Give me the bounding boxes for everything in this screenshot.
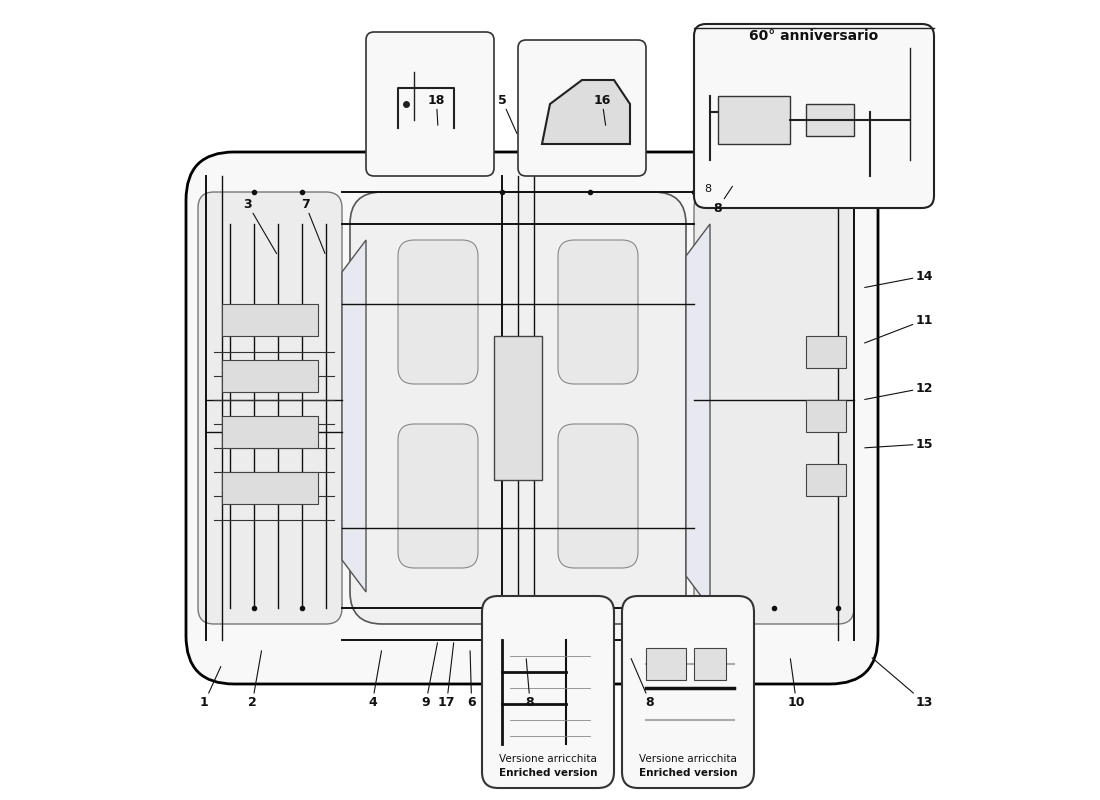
Text: 60° anniversario: 60° anniversario: [749, 29, 879, 43]
Text: 8: 8: [631, 658, 654, 709]
Text: 12: 12: [865, 382, 933, 399]
Polygon shape: [342, 240, 366, 592]
Text: Versione arricchita: Versione arricchita: [639, 754, 737, 763]
Bar: [806, 104, 854, 136]
Polygon shape: [542, 80, 630, 144]
Bar: [718, 96, 790, 144]
Text: 14: 14: [865, 270, 933, 287]
Text: 10: 10: [788, 658, 805, 709]
Bar: [222, 472, 318, 504]
Text: 16: 16: [593, 94, 611, 126]
Text: 17: 17: [438, 642, 455, 709]
FancyBboxPatch shape: [621, 596, 754, 788]
FancyBboxPatch shape: [186, 152, 878, 684]
Bar: [222, 304, 318, 336]
Text: 2: 2: [248, 650, 262, 709]
Text: 4: 4: [368, 650, 382, 709]
Bar: [806, 464, 846, 496]
FancyBboxPatch shape: [398, 424, 478, 568]
Text: Enriched version: Enriched version: [639, 768, 738, 778]
Text: 9: 9: [421, 642, 438, 709]
Text: 3: 3: [243, 198, 276, 254]
FancyBboxPatch shape: [366, 32, 494, 176]
Bar: [494, 336, 542, 480]
Text: 6: 6: [468, 650, 476, 709]
Text: 15: 15: [865, 438, 933, 450]
FancyBboxPatch shape: [350, 192, 686, 624]
Text: 13: 13: [872, 658, 933, 709]
FancyBboxPatch shape: [694, 192, 854, 624]
FancyBboxPatch shape: [558, 240, 638, 384]
Text: 5: 5: [497, 94, 517, 134]
Text: Versione arricchita: Versione arricchita: [499, 754, 597, 763]
Polygon shape: [686, 224, 710, 608]
Text: 1: 1: [200, 666, 221, 709]
Text: 18: 18: [428, 94, 446, 126]
FancyBboxPatch shape: [558, 424, 638, 568]
Text: EU: EU: [294, 401, 481, 522]
Text: Enriched version: Enriched version: [499, 768, 597, 778]
FancyBboxPatch shape: [398, 240, 478, 384]
Bar: [806, 400, 846, 432]
FancyBboxPatch shape: [482, 596, 614, 788]
Bar: [646, 648, 686, 680]
Text: a passion: a passion: [310, 594, 494, 632]
Text: 8: 8: [714, 186, 733, 214]
Bar: [222, 416, 318, 448]
Bar: [694, 648, 726, 680]
FancyBboxPatch shape: [198, 192, 342, 624]
Bar: [806, 336, 846, 368]
Text: 8: 8: [526, 658, 535, 709]
Text: 11: 11: [865, 314, 933, 343]
Text: 8: 8: [704, 184, 712, 194]
Bar: [222, 360, 318, 392]
Text: 7: 7: [300, 198, 324, 254]
FancyBboxPatch shape: [518, 40, 646, 176]
FancyBboxPatch shape: [694, 24, 934, 208]
